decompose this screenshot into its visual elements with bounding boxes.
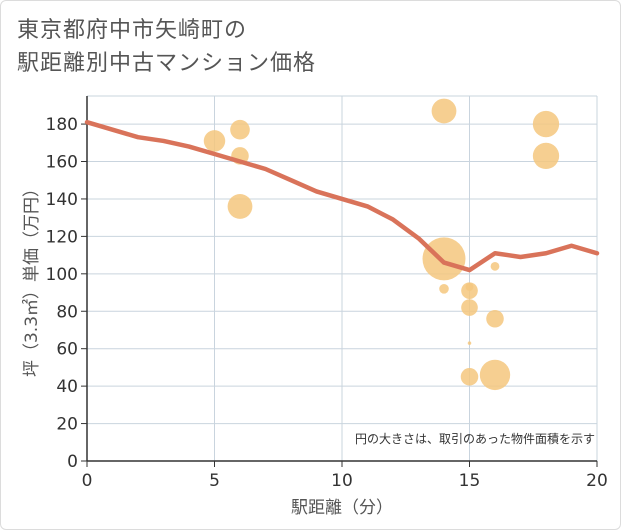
- tick-labels: 0 20 40 60 80 100 120 140 160 180 0 5 10 15 20: [46, 115, 608, 491]
- y-tick-label: 80: [56, 302, 78, 322]
- x-axis-title: 駅距離（分）: [291, 498, 393, 518]
- bubble-point: [439, 283, 449, 294]
- bubble-point: [460, 368, 479, 386]
- bubble-point: [467, 341, 472, 345]
- bubble-point: [227, 194, 253, 219]
- axes: [81, 96, 598, 467]
- trend-line: [84, 119, 600, 273]
- y-axis-title: 坪（3.3㎡）単価（万円）: [22, 180, 42, 377]
- y-tick-label: 20: [56, 415, 78, 435]
- x-tick-label: 0: [82, 471, 93, 491]
- y-tick-label: 140: [46, 190, 78, 210]
- bubble-point: [230, 119, 250, 140]
- chart-title: 東京都府中市矢崎町の 駅距離別中古マンション価格: [17, 14, 316, 80]
- bubble-point: [532, 142, 560, 170]
- y-tick-label: 60: [56, 340, 78, 360]
- x-tick-label: 20: [586, 471, 608, 491]
- bubble-point: [490, 261, 500, 271]
- y-tick-label: 40: [56, 377, 78, 397]
- y-tick-label: 100: [46, 265, 78, 285]
- bubble-point: [203, 130, 226, 152]
- bubble-point: [532, 110, 560, 138]
- bubble-point: [486, 309, 504, 328]
- bubble-point: [431, 98, 457, 124]
- x-tick-label: 5: [209, 471, 220, 491]
- bubble-point: [465, 283, 474, 291]
- chart-title-line-1: 東京都府中市矢崎町の: [17, 18, 248, 43]
- size-annotation: 円の大きさは、取引のあった物件面積を示す: [355, 431, 595, 446]
- x-tick-label: 15: [459, 471, 481, 491]
- trend-line-series: [84, 119, 600, 273]
- x-tick-label: 10: [331, 471, 353, 491]
- bubble-series: [203, 98, 560, 391]
- y-tick-label: 160: [46, 153, 78, 173]
- bubble-point: [422, 237, 466, 281]
- bubble-point: [461, 299, 478, 316]
- y-tick-label: 180: [46, 115, 78, 135]
- y-tick-label: 120: [46, 227, 78, 247]
- bubble-point: [479, 359, 511, 391]
- chart-title-line-2: 駅距離別中古マンション価格: [17, 51, 317, 76]
- grid-lines: [87, 95, 598, 461]
- y-tick-label: 0: [67, 452, 78, 472]
